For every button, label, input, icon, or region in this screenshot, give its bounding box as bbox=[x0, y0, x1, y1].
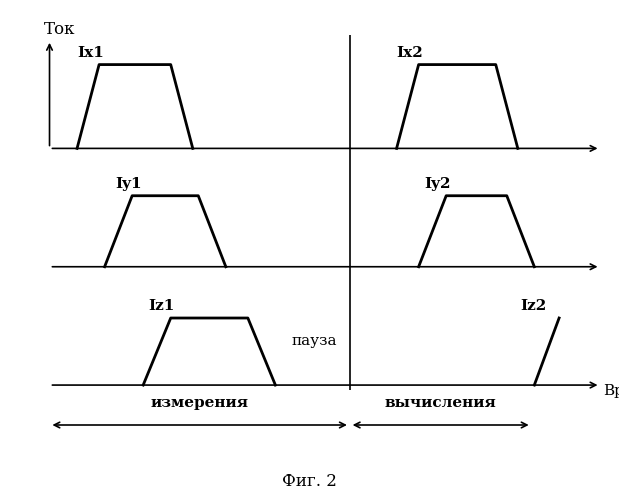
Text: Iz2: Iz2 bbox=[521, 299, 547, 313]
Text: измерения: измерения bbox=[150, 396, 249, 410]
Text: Ix1: Ix1 bbox=[77, 46, 104, 60]
Text: Iy2: Iy2 bbox=[424, 177, 451, 191]
Text: Iy1: Iy1 bbox=[116, 177, 142, 191]
Text: Время: Время bbox=[603, 384, 619, 398]
Text: пауза: пауза bbox=[292, 334, 337, 347]
Text: Iz1: Iz1 bbox=[149, 299, 175, 313]
Text: Ток: Ток bbox=[44, 21, 76, 38]
Text: Фиг. 2: Фиг. 2 bbox=[282, 473, 337, 490]
Text: вычисления: вычисления bbox=[385, 396, 496, 410]
Text: Ix2: Ix2 bbox=[397, 46, 423, 60]
